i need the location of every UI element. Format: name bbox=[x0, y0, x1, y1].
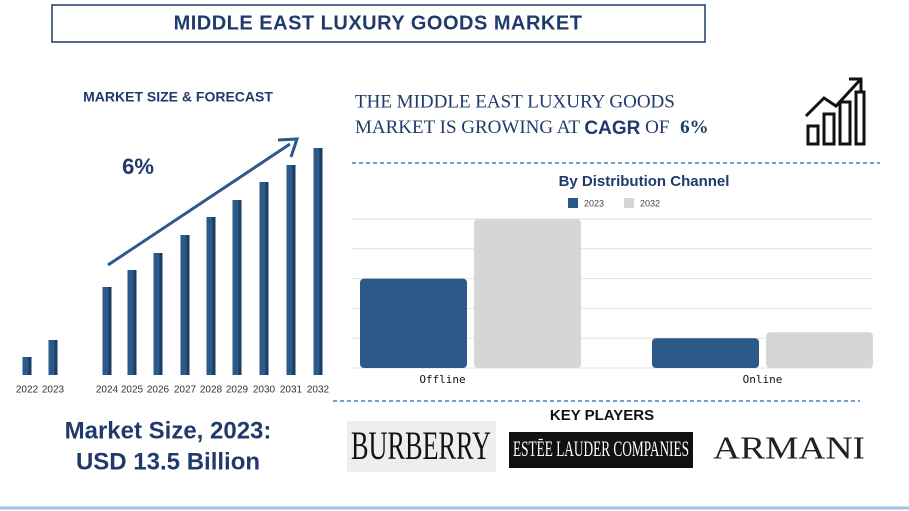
chart-title: MARKET SIZE & FORECAST bbox=[83, 89, 273, 105]
x-tick-label: 2027 bbox=[174, 385, 197, 396]
bar-shade bbox=[265, 182, 269, 375]
bar-shade bbox=[54, 340, 58, 375]
page-title: MIDDLE EAST LUXURY GOODS MARKET bbox=[174, 12, 583, 34]
bar-shade bbox=[108, 287, 112, 375]
legend-label: 2032 bbox=[640, 198, 660, 208]
bar-shade bbox=[292, 165, 296, 375]
x-tick-label: 2032 bbox=[307, 385, 330, 396]
bar bbox=[127, 270, 137, 375]
bar bbox=[232, 200, 242, 375]
bar bbox=[474, 219, 581, 368]
bar-shade bbox=[28, 357, 32, 375]
title-box bbox=[51, 4, 706, 43]
logo-bg bbox=[509, 432, 693, 468]
headline-text: MARKET IS GROWING AT bbox=[355, 117, 580, 138]
trend-arrow bbox=[107, 142, 291, 267]
bar bbox=[180, 235, 190, 375]
bar bbox=[766, 332, 873, 368]
player-logo: ESTĒE LAUDER COMPANIES bbox=[513, 436, 689, 461]
bar bbox=[313, 148, 323, 375]
headline-line: THE MIDDLE EAST LUXURY GOODS bbox=[355, 91, 675, 112]
headline-line: MARKET IS GROWING AT CAGR OF 6% bbox=[355, 117, 709, 139]
bar bbox=[286, 165, 296, 375]
market-size-chart: 2022 2023 2024 2025 2026 2027 2028 2029 2030 2031… bbox=[16, 148, 330, 396]
bar bbox=[360, 278, 467, 368]
headline-cagr: CAGR bbox=[584, 118, 640, 139]
headline-text: OF bbox=[645, 117, 669, 138]
bar-shade bbox=[186, 235, 190, 375]
x-tick-label: 2030 bbox=[253, 385, 276, 396]
x-tick-label: 2029 bbox=[226, 385, 249, 396]
market-size-label: Market Size, 2023: bbox=[65, 417, 272, 444]
bar bbox=[652, 338, 759, 368]
x-tick-label: Online bbox=[743, 373, 783, 386]
bar-shade bbox=[133, 270, 137, 375]
x-tick-label: 2023 bbox=[42, 385, 65, 396]
x-tick-label: 2031 bbox=[280, 385, 303, 396]
distribution-chart: 2023 2032 Offline Online bbox=[352, 198, 873, 386]
bar bbox=[22, 357, 32, 375]
chart-title: By Distribution Channel bbox=[559, 173, 730, 190]
x-tick-label: 2026 bbox=[147, 385, 170, 396]
x-tick-label: 2022 bbox=[16, 385, 39, 396]
x-tick-label: Offline bbox=[419, 373, 465, 386]
legend-swatch bbox=[568, 198, 578, 208]
bar-shade bbox=[319, 148, 323, 375]
player-logo: ARMANI bbox=[713, 429, 865, 465]
bar bbox=[153, 253, 163, 375]
growth-annotation: 6% bbox=[122, 154, 154, 179]
x-tick-label: 2025 bbox=[121, 385, 144, 396]
bar-shade bbox=[159, 253, 163, 375]
bar bbox=[48, 340, 58, 375]
legend-swatch bbox=[624, 198, 634, 208]
bar-shade bbox=[212, 217, 216, 375]
x-tick-label: 2028 bbox=[200, 385, 223, 396]
bar bbox=[102, 287, 112, 375]
market-size-value: USD 13.5 Billion bbox=[76, 448, 260, 475]
headline-rate: 6% bbox=[680, 117, 709, 138]
legend-label: 2023 bbox=[584, 198, 604, 208]
logo-bg bbox=[347, 421, 496, 472]
bar bbox=[206, 217, 216, 375]
bar-shade bbox=[238, 200, 242, 375]
player-logo: BURBERRY bbox=[351, 423, 491, 468]
trend-arrow-head bbox=[277, 137, 300, 158]
x-tick-label: 2024 bbox=[96, 385, 119, 396]
section-title: KEY PLAYERS bbox=[550, 407, 654, 424]
growth-icon bbox=[804, 77, 866, 146]
bar bbox=[259, 182, 269, 375]
